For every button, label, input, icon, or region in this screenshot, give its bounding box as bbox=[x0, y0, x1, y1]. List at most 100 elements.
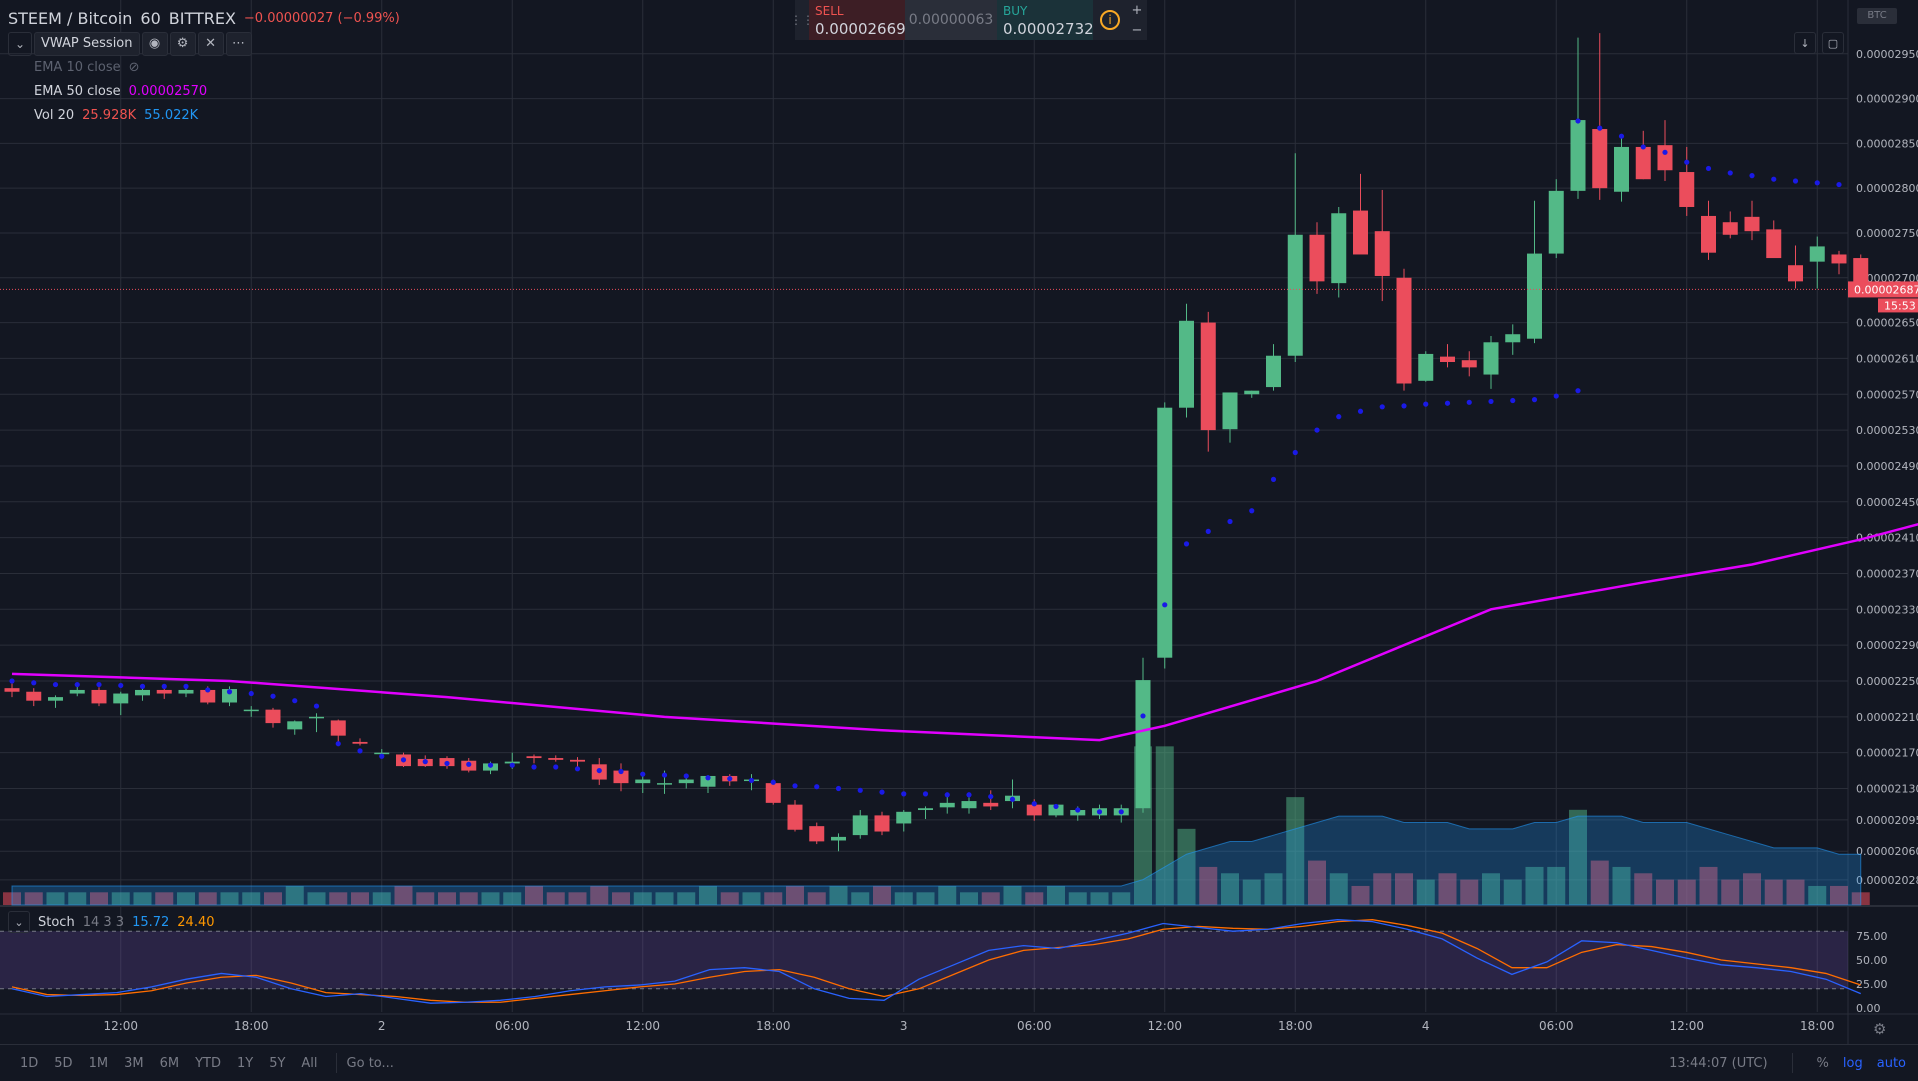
vwap-point bbox=[1444, 400, 1451, 406]
trading-chart[interactable]: 0.00002950 0.00002900 0.00002850 0.00002800… bbox=[0, 0, 1918, 1044]
percent-toggle[interactable]: % bbox=[1816, 1055, 1829, 1071]
price-tick-label: 0.00002650 bbox=[1856, 317, 1918, 330]
range-1m[interactable]: 1M bbox=[88, 1055, 109, 1071]
candle-body bbox=[91, 689, 107, 704]
range-1d[interactable]: 1D bbox=[20, 1055, 39, 1071]
buy-price: 0.00002732 bbox=[1003, 20, 1094, 38]
settings-gear-icon[interactable]: ⚙ bbox=[1873, 1020, 1887, 1038]
vwap-label[interactable]: VWAP Session bbox=[34, 32, 140, 56]
goto-button[interactable]: Go to... bbox=[346, 1055, 394, 1071]
volume-bar bbox=[264, 892, 282, 905]
volume-bar bbox=[285, 885, 304, 905]
stoch-band bbox=[0, 931, 1848, 989]
close-icon[interactable]: ✕ bbox=[197, 32, 224, 56]
vwap-point bbox=[357, 748, 363, 754]
vwap-point bbox=[553, 764, 559, 770]
ema50-value: 0.00002570 bbox=[128, 84, 208, 99]
range-5y[interactable]: 5Y bbox=[269, 1055, 286, 1071]
volume-bar bbox=[177, 892, 195, 905]
volume-bar bbox=[568, 892, 587, 905]
auto-toggle[interactable]: auto bbox=[1876, 1055, 1906, 1071]
range-ytd[interactable]: YTD bbox=[195, 1055, 221, 1071]
interval-label[interactable]: 60 bbox=[140, 9, 161, 28]
volume-bar bbox=[1764, 879, 1783, 905]
volume-bar bbox=[633, 892, 652, 905]
price-change: −0.00000027 (−0.99%) bbox=[243, 11, 400, 26]
vwap-point bbox=[52, 681, 59, 688]
volume-bar bbox=[307, 892, 326, 905]
candle-body bbox=[961, 801, 977, 809]
stoch-d-value: 24.40 bbox=[177, 914, 215, 930]
info-button[interactable]: i bbox=[1093, 0, 1127, 40]
price-tick-label: 0.00002450 bbox=[1856, 496, 1918, 509]
volume-bar bbox=[394, 885, 413, 905]
sell-button[interactable]: SELL 0.00002669 bbox=[809, 0, 906, 40]
candle-body bbox=[243, 709, 259, 712]
volume-label[interactable]: Vol 20 bbox=[34, 108, 75, 123]
volume-bar bbox=[1351, 885, 1370, 905]
candle-body bbox=[809, 826, 825, 842]
price-tick-label: 0.00002130 bbox=[1856, 783, 1918, 796]
candle-body bbox=[1788, 265, 1803, 282]
countdown-label: 15:53 bbox=[1884, 299, 1916, 312]
vwap-point bbox=[248, 690, 254, 697]
vwap-point bbox=[1423, 401, 1429, 407]
chevron-down-icon[interactable]: ⌄ bbox=[8, 911, 30, 933]
candle-body bbox=[156, 689, 172, 694]
buy-button[interactable]: BUY 0.00002732 bbox=[997, 0, 1094, 40]
utc-clock[interactable]: 13:44:07 (UTC) bbox=[1669, 1055, 1768, 1071]
ema10-row: EMA 10 close ⊘ bbox=[8, 56, 400, 80]
candle-body bbox=[1244, 390, 1260, 395]
eye-icon[interactable]: ◉ bbox=[141, 32, 168, 56]
quantity-stepper[interactable]: + − bbox=[1127, 0, 1147, 40]
volume-bar bbox=[46, 892, 65, 905]
arrow-down-icon[interactable]: ↓ bbox=[1794, 32, 1816, 54]
range-3m[interactable]: 3M bbox=[124, 1055, 144, 1071]
vwap-point bbox=[1640, 144, 1646, 150]
spread-value: 0.00000063 bbox=[905, 0, 997, 40]
range-all[interactable]: All bbox=[301, 1055, 318, 1071]
candle-body bbox=[1461, 360, 1477, 368]
volume-bar bbox=[1830, 885, 1848, 905]
chevron-down-icon[interactable]: ⌄ bbox=[8, 32, 32, 56]
candle-body bbox=[1396, 277, 1412, 384]
more-icon[interactable]: ⋯ bbox=[225, 32, 252, 56]
volume-bar bbox=[1112, 892, 1131, 905]
volume-bar bbox=[1612, 866, 1631, 905]
ema10-label[interactable]: EMA 10 close bbox=[34, 60, 121, 75]
vwap-point bbox=[1727, 170, 1733, 176]
symbol-title[interactable]: STEEM / Bitcoin bbox=[8, 9, 133, 28]
volume-bar bbox=[764, 892, 783, 905]
eye-off-icon[interactable]: ⊘ bbox=[128, 60, 140, 75]
candle-body bbox=[200, 689, 216, 703]
vwap-point bbox=[683, 773, 689, 779]
drag-handle-icon[interactable]: ⋮⋮ bbox=[790, 0, 814, 40]
volume-bar bbox=[481, 892, 500, 905]
time-tick-label: 06:00 bbox=[495, 1019, 530, 1033]
ema50-label[interactable]: EMA 50 close bbox=[34, 84, 121, 99]
gear-icon[interactable]: ⚙ bbox=[169, 32, 196, 56]
price-tick-label: 0.00002028 bbox=[1856, 874, 1918, 887]
candle-body bbox=[1722, 222, 1738, 235]
vwap-point bbox=[814, 784, 820, 790]
vwap-point bbox=[944, 792, 950, 798]
stoch-label[interactable]: Stoch bbox=[38, 914, 75, 930]
plus-icon[interactable]: + bbox=[1131, 2, 1143, 18]
minus-icon[interactable]: − bbox=[1131, 22, 1143, 38]
range-5d[interactable]: 5D bbox=[54, 1055, 73, 1071]
vwap-indicator-row: ⌄ VWAP Session ◉ ⚙ ✕ ⋯ bbox=[8, 32, 400, 56]
volume-bar bbox=[851, 892, 870, 905]
vwap-point bbox=[901, 791, 907, 797]
volume-bar bbox=[786, 885, 804, 905]
log-toggle[interactable]: log bbox=[1842, 1055, 1863, 1071]
price-tick-label: 0.00002530 bbox=[1856, 424, 1918, 437]
range-6m[interactable]: 6M bbox=[159, 1055, 180, 1071]
vwap-point bbox=[118, 682, 124, 689]
candle-body bbox=[526, 756, 542, 759]
maximize-icon[interactable]: ▢ bbox=[1822, 32, 1844, 54]
volume-bar bbox=[111, 892, 130, 905]
vwap-point bbox=[139, 683, 146, 689]
vwap-point bbox=[1771, 176, 1777, 182]
vwap-point bbox=[618, 768, 624, 775]
range-1y[interactable]: 1Y bbox=[236, 1055, 254, 1071]
